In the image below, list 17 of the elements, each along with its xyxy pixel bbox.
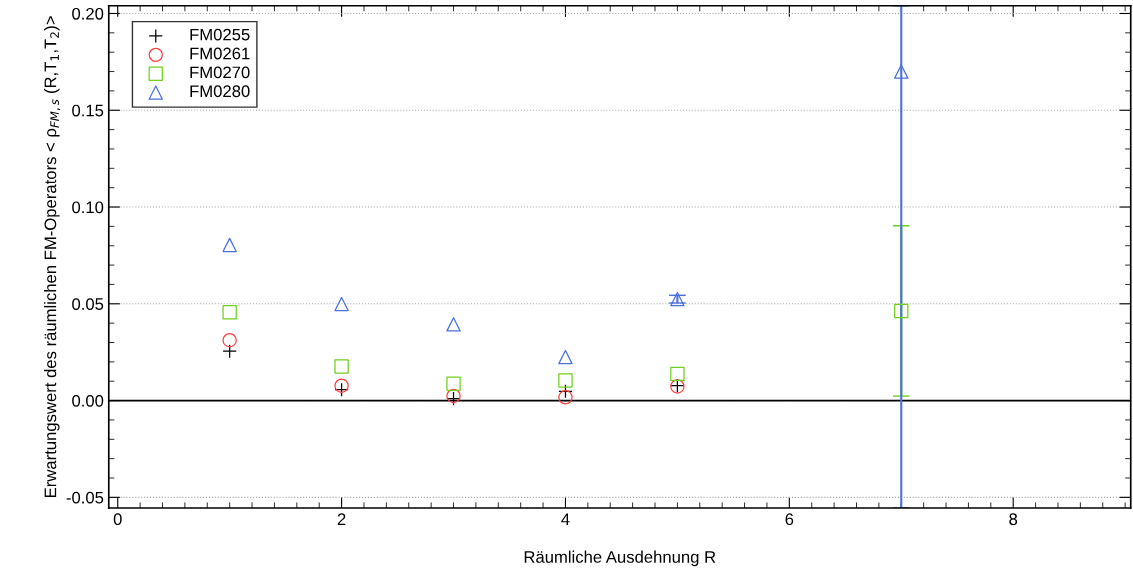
legend-label: FM0255: [190, 28, 250, 41]
y-tick-label: 0.10: [72, 201, 104, 214]
x-axis-title: Räumliche Ausdehnung R: [524, 550, 716, 567]
legend-label: FM0280: [190, 85, 250, 98]
x-tick-label: 2: [337, 513, 346, 525]
legend-label: FM0270: [190, 66, 250, 79]
x-tick-label: 6: [785, 513, 794, 526]
y-axis-title: Erwartungswert des räumlichen FM-Operators < ρ$_{FM,s}$ (R,T$_{1}$,T$_{2}$)>: [44, 16, 61, 497]
y-tick-label: 0.15: [72, 104, 104, 117]
x-tick-label: 8: [1009, 513, 1018, 526]
y-tick-label: 0.20: [72, 7, 104, 20]
x-tick-label: 0: [113, 513, 122, 526]
legend-label: FM0261: [190, 47, 250, 60]
y-tick-label: 0.05: [72, 298, 104, 310]
y-tick-label: -0.05: [66, 491, 104, 504]
x-tick-label: 4: [561, 513, 570, 525]
y-tick-label: 0.00: [72, 394, 104, 407]
